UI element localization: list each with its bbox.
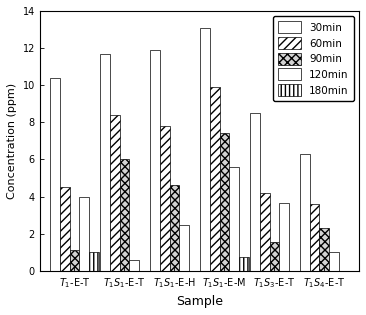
X-axis label: Sample: Sample bbox=[176, 295, 223, 308]
Bar bbox=[200, 28, 210, 271]
Bar bbox=[79, 197, 89, 271]
Bar bbox=[310, 204, 320, 271]
Bar bbox=[320, 228, 329, 271]
Bar bbox=[210, 87, 220, 271]
Bar bbox=[129, 260, 139, 271]
Bar bbox=[60, 187, 70, 271]
Bar bbox=[260, 193, 269, 271]
Bar bbox=[150, 50, 160, 271]
Bar bbox=[100, 54, 110, 271]
Bar bbox=[160, 126, 169, 271]
Bar bbox=[89, 252, 99, 271]
Bar bbox=[220, 134, 229, 271]
Bar bbox=[110, 115, 120, 271]
Bar bbox=[70, 250, 79, 271]
Bar bbox=[279, 203, 289, 271]
Bar bbox=[50, 78, 60, 271]
Bar bbox=[269, 242, 279, 271]
Bar bbox=[329, 252, 339, 271]
Bar bbox=[179, 225, 189, 271]
Bar bbox=[250, 113, 260, 271]
Bar bbox=[239, 257, 249, 271]
Bar bbox=[300, 154, 310, 271]
Bar bbox=[169, 185, 179, 271]
Y-axis label: Concentration (ppm): Concentration (ppm) bbox=[7, 83, 17, 199]
Bar bbox=[229, 167, 239, 271]
Bar bbox=[120, 159, 129, 271]
Legend: 30min, 60min, 90min, 120min, 180min: 30min, 60min, 90min, 120min, 180min bbox=[273, 16, 354, 101]
